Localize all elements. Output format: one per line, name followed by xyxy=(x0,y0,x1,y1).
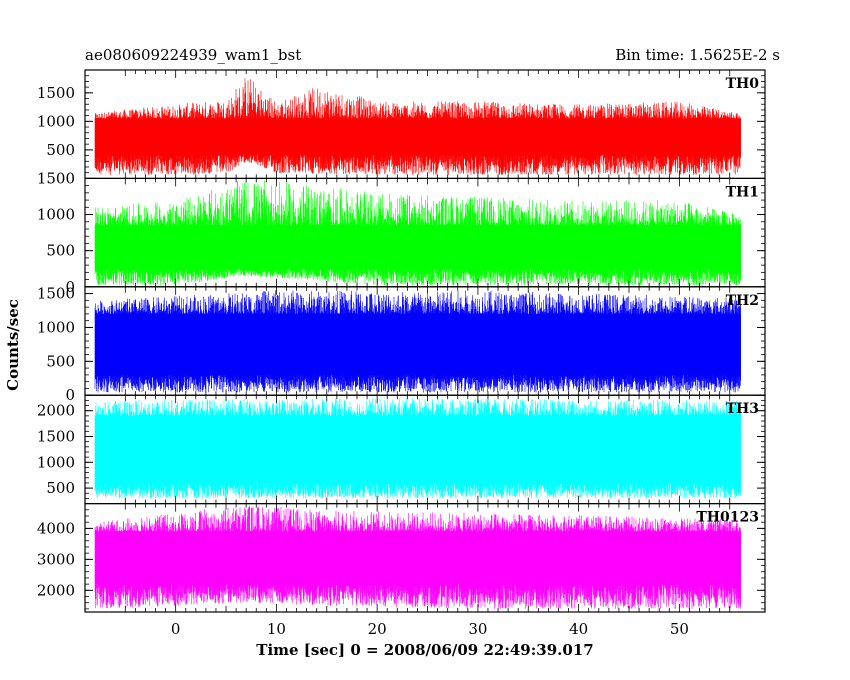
panel-frame xyxy=(84,503,766,613)
x-tick-label: 30 xyxy=(468,620,487,638)
y-tick-label: 2000 xyxy=(37,581,75,599)
y-tick-label: 1500 xyxy=(37,169,75,187)
y-tick-label: 1000 xyxy=(37,453,75,471)
y-tick-label: 1000 xyxy=(37,318,75,336)
y-tick-label: 1500 xyxy=(37,84,75,102)
x-tick-label: 0 xyxy=(171,620,181,638)
panel-th1: 0 500 1000 1500 TH1 xyxy=(37,169,766,296)
trace-th1 xyxy=(94,180,741,286)
y-tick-label: 1500 xyxy=(37,285,75,303)
panel-label-th0: TH0 xyxy=(726,76,760,92)
y-tick-label: 1000 xyxy=(37,206,75,224)
panel-label-th2: TH2 xyxy=(726,293,759,309)
x-tick-label: 10 xyxy=(267,620,286,638)
panel-label-th0123: TH0123 xyxy=(696,510,759,526)
y-tick-label: 3000 xyxy=(37,550,75,568)
panel-th2: 0 500 1000 1500 TH2 xyxy=(37,285,766,404)
trace-th3 xyxy=(94,398,741,499)
y-axis-label: Counts/sec xyxy=(4,299,22,391)
y-tick-label: 1000 xyxy=(37,112,75,130)
panel-label-th1: TH1 xyxy=(726,184,759,200)
x-tick-label: 50 xyxy=(670,620,689,638)
y-tick-label: 500 xyxy=(46,141,75,159)
trace-th0123 xyxy=(94,505,741,609)
y-tick-label: 1500 xyxy=(37,427,75,445)
y-tick-label: 4000 xyxy=(37,519,75,537)
trace-th0 xyxy=(94,78,741,175)
x-axis-label: Time [sec] 0 = 2008/06/09 22:49:39.017 xyxy=(256,641,593,659)
panel-th3: 500 1000 1500 2000 TH3 xyxy=(37,394,766,505)
panel-th0: 500 1000 1500 TH0 xyxy=(37,69,766,180)
bin-time-label: Bin time: 1.5625E-2 s xyxy=(615,46,780,64)
trace-th2 xyxy=(94,290,741,393)
y-tick-label: 0 xyxy=(65,386,75,404)
panel-th0123: 2000 3000 4000 TH0123 xyxy=(37,503,766,613)
y-tick-label: 500 xyxy=(46,242,75,260)
panel-label-th3: TH3 xyxy=(726,401,759,417)
x-tick-label: 40 xyxy=(569,620,588,638)
y-tick-label: 2000 xyxy=(37,402,75,420)
y-tick-label: 500 xyxy=(46,479,75,497)
x-tick-label: 20 xyxy=(368,620,387,638)
y-tick-label: 500 xyxy=(46,352,75,370)
y-tick-label: 0 xyxy=(65,278,75,296)
figure-title: ae080609224939_wam1_bst xyxy=(85,46,301,64)
